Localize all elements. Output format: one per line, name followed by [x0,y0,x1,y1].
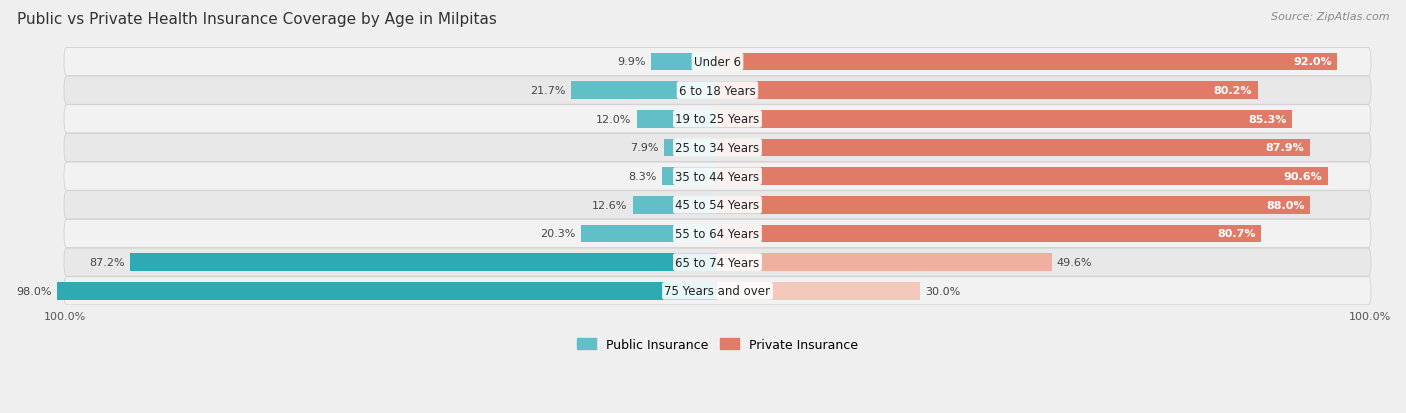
Text: Under 6: Under 6 [695,56,741,69]
Bar [717,82,1257,100]
Legend: Public Insurance, Private Insurance: Public Insurance, Private Insurance [572,333,863,356]
Text: 8.3%: 8.3% [628,172,657,182]
FancyBboxPatch shape [65,249,1371,277]
Text: Public vs Private Health Insurance Coverage by Age in Milpitas: Public vs Private Health Insurance Cover… [17,12,496,27]
Bar [717,168,1327,185]
FancyBboxPatch shape [65,77,1371,105]
FancyBboxPatch shape [65,163,1371,191]
FancyBboxPatch shape [65,48,1371,76]
Bar [662,168,717,185]
Bar [633,197,717,214]
Text: 49.6%: 49.6% [1057,258,1092,268]
FancyBboxPatch shape [65,191,1371,219]
Text: 45 to 54 Years: 45 to 54 Years [675,199,759,212]
Text: 20.3%: 20.3% [540,229,575,239]
Text: Source: ZipAtlas.com: Source: ZipAtlas.com [1271,12,1389,22]
Text: 100.0%: 100.0% [1348,312,1391,322]
Bar [717,225,1261,243]
Text: 85.3%: 85.3% [1249,114,1286,124]
Bar [717,111,1292,128]
Text: 19 to 25 Years: 19 to 25 Years [675,113,759,126]
FancyBboxPatch shape [65,220,1371,248]
Text: 9.9%: 9.9% [617,57,645,67]
Text: 100.0%: 100.0% [44,312,86,322]
Text: 30.0%: 30.0% [925,286,960,296]
Text: 90.6%: 90.6% [1284,172,1322,182]
Bar [717,282,920,300]
Text: 7.9%: 7.9% [630,143,659,153]
Bar [131,254,717,271]
Text: 65 to 74 Years: 65 to 74 Years [675,256,759,269]
Text: 88.0%: 88.0% [1267,200,1305,210]
Text: 6 to 18 Years: 6 to 18 Years [679,84,756,97]
Text: 75 Years and over: 75 Years and over [665,285,770,298]
Text: 87.9%: 87.9% [1265,143,1305,153]
Bar [664,139,717,157]
Text: 12.0%: 12.0% [596,114,631,124]
Text: 87.2%: 87.2% [89,258,125,268]
Text: 12.6%: 12.6% [592,200,627,210]
Text: 55 to 64 Years: 55 to 64 Years [675,228,759,240]
Text: 25 to 34 Years: 25 to 34 Years [675,142,759,154]
Bar [717,139,1309,157]
Text: 98.0%: 98.0% [17,286,52,296]
Text: 92.0%: 92.0% [1294,57,1331,67]
Bar [637,111,717,128]
Bar [651,53,717,71]
Bar [58,282,717,300]
Text: 80.7%: 80.7% [1218,229,1256,239]
FancyBboxPatch shape [65,134,1371,162]
Bar [717,254,1052,271]
Bar [581,225,717,243]
FancyBboxPatch shape [65,105,1371,133]
FancyBboxPatch shape [65,277,1371,305]
Text: 35 to 44 Years: 35 to 44 Years [675,170,759,183]
Bar [571,82,717,100]
Bar [717,197,1310,214]
Text: 80.2%: 80.2% [1213,86,1253,96]
Bar [717,53,1337,71]
Text: 21.7%: 21.7% [530,86,567,96]
